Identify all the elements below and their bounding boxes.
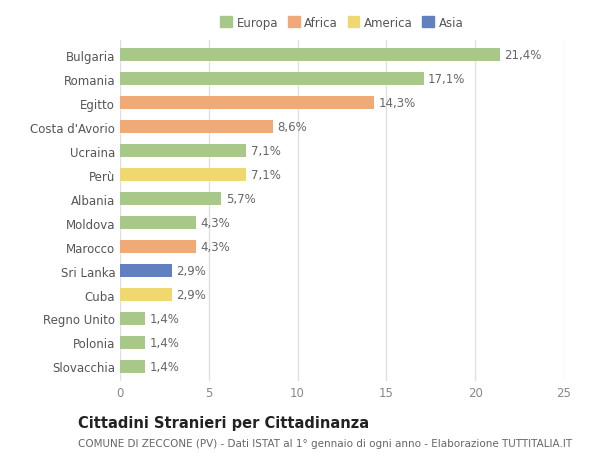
Text: 14,3%: 14,3% — [379, 97, 416, 110]
Text: COMUNE DI ZECCONE (PV) - Dati ISTAT al 1° gennaio di ogni anno - Elaborazione TU: COMUNE DI ZECCONE (PV) - Dati ISTAT al 1… — [78, 438, 572, 448]
Bar — [120, 288, 172, 302]
Bar — [120, 193, 221, 206]
Bar — [120, 264, 172, 278]
Bar — [120, 312, 145, 325]
Bar — [120, 168, 246, 182]
Text: 4,3%: 4,3% — [201, 217, 230, 230]
Text: 1,4%: 1,4% — [149, 360, 179, 373]
Text: Cittadini Stranieri per Cittadinanza: Cittadini Stranieri per Cittadinanza — [78, 415, 369, 431]
Text: 2,9%: 2,9% — [176, 288, 206, 302]
Text: 4,3%: 4,3% — [201, 241, 230, 253]
Text: 7,1%: 7,1% — [251, 145, 280, 158]
Bar — [120, 73, 424, 86]
Bar — [120, 241, 196, 253]
Text: 2,9%: 2,9% — [176, 264, 206, 277]
Text: 7,1%: 7,1% — [251, 169, 280, 182]
Bar — [120, 97, 374, 110]
Text: 8,6%: 8,6% — [277, 121, 307, 134]
Legend: Europa, Africa, America, Asia: Europa, Africa, America, Asia — [217, 13, 467, 33]
Text: 1,4%: 1,4% — [149, 312, 179, 325]
Bar — [120, 360, 145, 373]
Text: 1,4%: 1,4% — [149, 336, 179, 349]
Bar — [120, 217, 196, 230]
Bar — [120, 121, 273, 134]
Bar — [120, 49, 500, 62]
Bar — [120, 145, 246, 158]
Text: 17,1%: 17,1% — [428, 73, 466, 86]
Text: 5,7%: 5,7% — [226, 193, 256, 206]
Bar — [120, 336, 145, 349]
Text: 21,4%: 21,4% — [505, 49, 542, 62]
